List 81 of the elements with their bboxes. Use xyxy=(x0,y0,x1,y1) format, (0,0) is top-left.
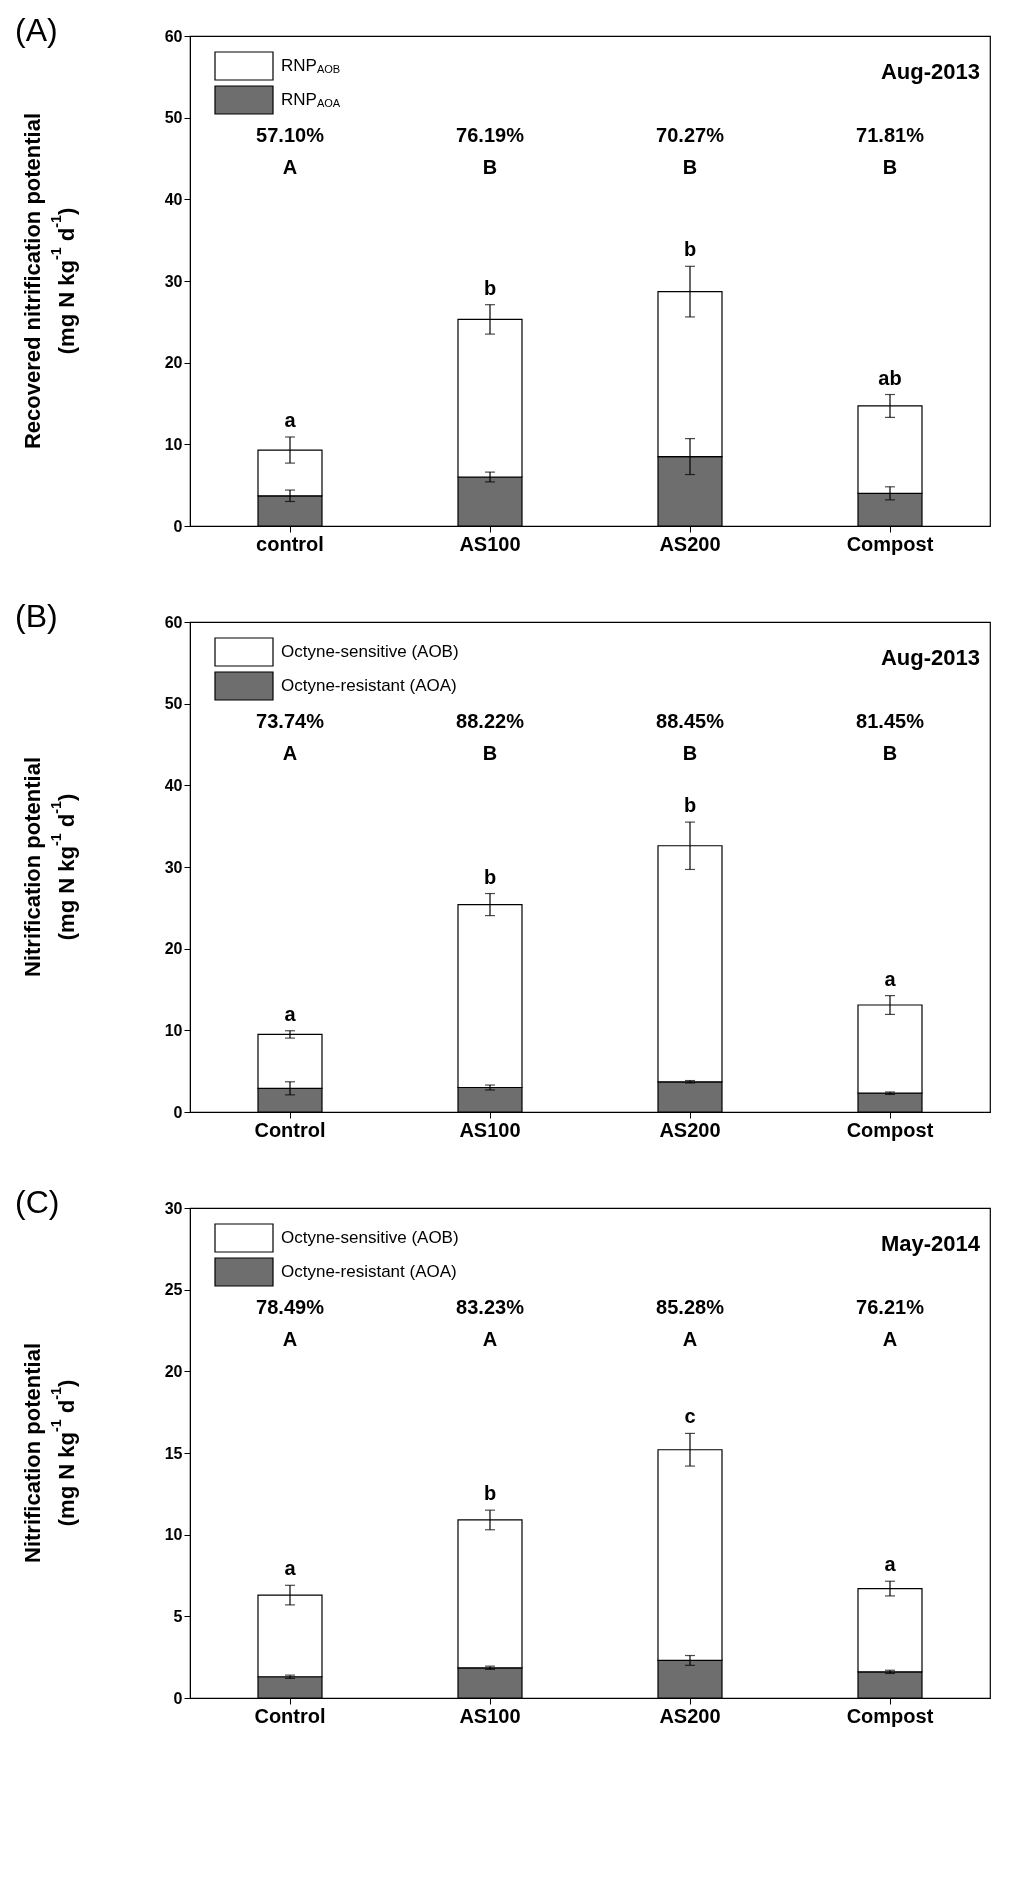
annotation: 81.45% xyxy=(856,710,925,733)
annotation: B xyxy=(882,742,898,765)
y-tick-label: 30 xyxy=(164,1199,183,1217)
annotation: 83.23% xyxy=(456,1296,525,1319)
x-tick-label: Control xyxy=(254,1704,326,1727)
y-tick-label: 20 xyxy=(164,1362,183,1380)
annotation: 85.28% xyxy=(656,1296,725,1319)
annotation: b xyxy=(483,276,497,299)
annotation: B xyxy=(682,742,698,765)
x-tick-label: Compost xyxy=(846,1704,934,1727)
annotation: a xyxy=(284,408,297,431)
annotation: B xyxy=(482,742,498,765)
x-tick-label: AS200 xyxy=(659,1704,721,1727)
annotation: 76.21% xyxy=(856,1296,925,1319)
annotation: b xyxy=(483,865,497,888)
chart-title: (A) xyxy=(15,12,58,48)
annotation: B xyxy=(682,156,698,179)
y-tick-label: 25 xyxy=(164,1281,183,1299)
y-tick-label: 15 xyxy=(164,1444,183,1462)
x-tick-label: AS200 xyxy=(659,1118,721,1141)
legend-label: Octyne-resistant (AOA) xyxy=(281,676,457,695)
annotation: b xyxy=(683,794,697,817)
annotation: 78.49% xyxy=(256,1296,325,1319)
annotation: B xyxy=(882,156,898,179)
annotation: A xyxy=(682,1328,698,1351)
y-tick-label: 60 xyxy=(164,27,183,45)
x-tick-label: AS100 xyxy=(459,1704,521,1727)
annotation: 73.74% xyxy=(256,710,325,733)
legend-label: Octyne-resistant (AOA) xyxy=(281,1262,457,1281)
annotation: a xyxy=(284,1557,297,1580)
annotation: A xyxy=(282,156,298,179)
y-tick-label: 30 xyxy=(164,272,183,290)
annotation: 88.22% xyxy=(456,710,525,733)
legend-label: RNPAOA xyxy=(281,90,341,110)
annotation: B xyxy=(482,156,498,179)
annotation: 71.81% xyxy=(856,124,925,147)
y-tick-label: 0 xyxy=(173,517,183,535)
y-tick-label: 0 xyxy=(173,1689,183,1707)
x-tick-label: Compost xyxy=(846,1118,934,1141)
y-tick-label: 40 xyxy=(164,190,183,208)
y-tick-label: 50 xyxy=(164,695,183,713)
x-tick-label: AS200 xyxy=(659,532,721,555)
annotation: a xyxy=(884,1553,897,1576)
annotation: 88.45% xyxy=(656,710,725,733)
legend-label: Octyne-sensitive (AOB) xyxy=(281,1228,459,1247)
annotation: 57.10% xyxy=(256,124,325,147)
annotation: ab xyxy=(878,366,902,389)
y-tick-label: 60 xyxy=(164,613,183,631)
annotation: A xyxy=(882,1328,898,1351)
annotation: a xyxy=(884,967,897,990)
y-tick-label: 5 xyxy=(173,1607,183,1625)
annotation: A xyxy=(482,1328,498,1351)
y-tick-label: 10 xyxy=(164,1021,183,1039)
y-tick-label: 10 xyxy=(164,1526,183,1544)
chart-title: (C) xyxy=(15,1184,60,1220)
x-tick-label: Compost xyxy=(846,532,934,555)
x-tick-label: AS100 xyxy=(459,532,521,555)
x-tick-label: AS100 xyxy=(459,1118,521,1141)
y-tick-label: 50 xyxy=(164,109,183,127)
text: May-2014 xyxy=(880,1231,981,1256)
annotation: A xyxy=(282,742,298,765)
y-tick-label: 40 xyxy=(164,776,183,794)
y-tick-label: 10 xyxy=(164,435,183,453)
y-tick-label: 0 xyxy=(173,1103,183,1121)
text: Aug-2013 xyxy=(880,59,981,84)
x-tick-label: control xyxy=(256,532,324,555)
annotation: A xyxy=(282,1328,298,1351)
y-tick-label: 20 xyxy=(164,940,183,958)
annotation: 76.19% xyxy=(456,124,525,147)
text: Aug-2013 xyxy=(880,645,981,670)
annotation: a xyxy=(284,1002,297,1025)
annotation: c xyxy=(684,1405,696,1428)
chart-title: (B) xyxy=(15,598,58,634)
legend-label: RNPAOB xyxy=(281,56,341,76)
y-tick-label: 30 xyxy=(164,858,183,876)
annotation: b xyxy=(483,1482,497,1505)
y-tick-label: 20 xyxy=(164,354,183,372)
legend-label: Octyne-sensitive (AOB) xyxy=(281,642,459,661)
x-tick-label: Control xyxy=(254,1118,326,1141)
annotation: b xyxy=(683,238,697,261)
annotation: 70.27% xyxy=(656,124,725,147)
